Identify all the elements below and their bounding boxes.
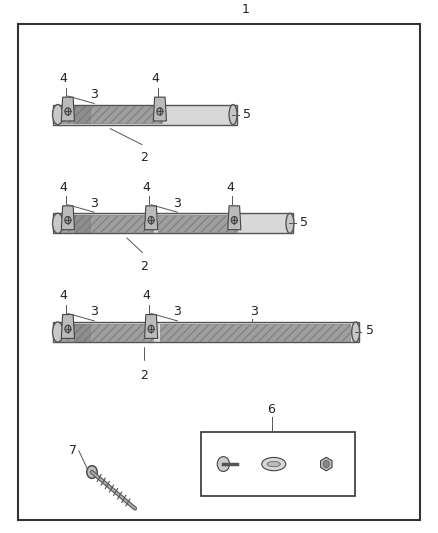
Ellipse shape [267, 462, 280, 467]
Bar [57, 324, 90, 341]
Bar [158, 215, 237, 232]
Ellipse shape [53, 322, 63, 342]
Bar [74, 106, 162, 123]
Text: 3: 3 [90, 88, 98, 101]
Ellipse shape [286, 213, 294, 233]
Text: 2: 2 [141, 369, 148, 382]
Circle shape [65, 216, 71, 224]
Text: 3: 3 [173, 197, 181, 209]
Bar [53, 104, 237, 125]
Polygon shape [321, 457, 332, 471]
Text: 3: 3 [90, 197, 98, 209]
Text: 4: 4 [60, 181, 67, 193]
Circle shape [87, 466, 97, 479]
Text: 4: 4 [143, 289, 151, 302]
Circle shape [217, 457, 230, 472]
Ellipse shape [53, 213, 63, 233]
Ellipse shape [229, 104, 237, 125]
Polygon shape [61, 314, 74, 338]
Text: 4: 4 [226, 181, 234, 193]
Circle shape [157, 108, 163, 115]
Circle shape [65, 325, 71, 333]
Bar [53, 322, 359, 342]
Text: 5: 5 [243, 108, 251, 120]
Text: 5: 5 [366, 324, 374, 337]
Text: 4: 4 [152, 72, 159, 85]
Bar [74, 215, 153, 232]
Text: 3: 3 [250, 305, 258, 318]
Text: 7: 7 [69, 445, 77, 457]
Polygon shape [145, 314, 158, 338]
Polygon shape [153, 97, 166, 121]
Bar [160, 324, 350, 341]
Text: 2: 2 [141, 151, 148, 164]
Ellipse shape [53, 104, 63, 125]
Text: 3: 3 [90, 305, 98, 318]
Polygon shape [61, 206, 74, 230]
Text: 6: 6 [268, 403, 276, 416]
Bar [201, 432, 355, 496]
Polygon shape [61, 97, 74, 121]
Text: 4: 4 [60, 72, 67, 85]
Circle shape [148, 325, 154, 333]
Bar [57, 106, 90, 123]
Polygon shape [145, 206, 158, 230]
Circle shape [323, 461, 329, 468]
Ellipse shape [261, 457, 286, 471]
Circle shape [65, 108, 71, 115]
Circle shape [148, 216, 154, 224]
Text: 2: 2 [141, 260, 148, 273]
Bar [74, 324, 153, 341]
Text: 1: 1 [241, 3, 249, 16]
Bar [57, 215, 90, 232]
Circle shape [231, 216, 237, 224]
Ellipse shape [352, 322, 360, 342]
Bar [53, 213, 293, 233]
Text: 3: 3 [173, 305, 181, 318]
Polygon shape [228, 206, 241, 230]
Text: 5: 5 [300, 216, 308, 229]
Text: 4: 4 [60, 289, 67, 302]
Text: 4: 4 [143, 181, 151, 193]
